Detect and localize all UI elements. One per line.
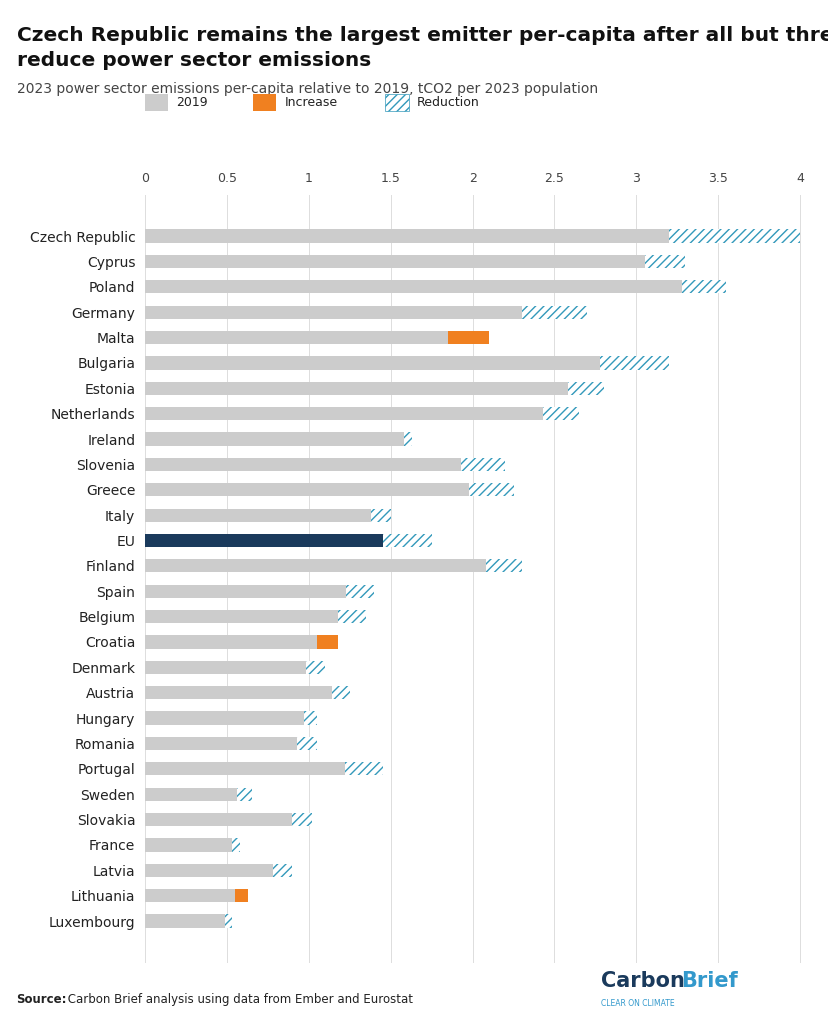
Text: Brief: Brief <box>681 971 737 991</box>
Bar <box>469 483 513 497</box>
Bar <box>237 787 251 801</box>
Bar <box>145 382 603 395</box>
Bar <box>681 281 725 294</box>
Bar <box>542 408 578 420</box>
Bar <box>292 813 311 826</box>
Bar <box>145 813 311 826</box>
Bar <box>403 432 412 445</box>
Bar <box>331 686 349 699</box>
Bar <box>306 660 325 674</box>
Bar <box>567 382 603 395</box>
Bar <box>371 509 390 522</box>
Bar <box>542 408 578 420</box>
Bar <box>344 762 382 775</box>
Bar <box>145 686 349 699</box>
Bar <box>599 356 668 370</box>
Bar <box>145 559 521 572</box>
Bar <box>145 737 316 750</box>
Bar <box>145 255 685 268</box>
Bar <box>460 458 505 471</box>
Bar <box>272 863 292 877</box>
Bar <box>338 610 366 624</box>
Bar <box>145 787 251 801</box>
Bar <box>306 660 325 674</box>
Bar <box>225 914 232 928</box>
Bar <box>145 889 235 902</box>
Text: Reduction: Reduction <box>416 96 479 109</box>
Bar <box>382 534 431 547</box>
Bar <box>521 305 586 318</box>
Bar <box>145 305 586 318</box>
Bar <box>297 737 316 750</box>
Bar <box>235 889 248 902</box>
Bar <box>643 255 685 268</box>
Text: Czech Republic remains the largest emitter per-capita after all but three countr: Czech Republic remains the largest emitt… <box>17 26 828 45</box>
Bar <box>382 534 431 547</box>
Bar <box>304 712 316 725</box>
Bar <box>145 458 505 471</box>
Bar <box>145 839 240 852</box>
Bar <box>145 356 668 370</box>
Bar <box>599 356 668 370</box>
Bar <box>567 382 603 395</box>
Bar <box>668 229 799 243</box>
Bar <box>460 458 505 471</box>
Bar <box>447 331 489 344</box>
Bar <box>225 914 232 928</box>
Bar <box>292 813 311 826</box>
Bar <box>232 839 240 852</box>
Bar <box>272 863 292 877</box>
Bar <box>145 660 325 674</box>
Bar <box>681 281 725 294</box>
Bar <box>237 787 251 801</box>
Bar <box>469 483 513 497</box>
Bar <box>371 509 390 522</box>
Text: CLEAR ON CLIMATE: CLEAR ON CLIMATE <box>600 998 674 1008</box>
Bar <box>344 762 382 775</box>
Text: 2023 power sector emissions per-capita relative to 2019, tCO2 per 2023 populatio: 2023 power sector emissions per-capita r… <box>17 82 597 96</box>
Bar <box>346 585 374 598</box>
Bar <box>521 305 586 318</box>
Bar <box>145 610 366 624</box>
Bar <box>145 635 316 648</box>
Bar <box>145 509 390 522</box>
Bar <box>668 229 799 243</box>
Bar <box>485 559 521 572</box>
Bar <box>145 712 316 725</box>
Text: Carbon: Carbon <box>600 971 684 991</box>
Bar <box>145 229 799 243</box>
Bar <box>316 635 338 648</box>
Bar <box>145 408 578 420</box>
Bar <box>145 863 292 877</box>
Text: Carbon Brief analysis using data from Ember and Eurostat: Carbon Brief analysis using data from Em… <box>64 992 412 1006</box>
Bar <box>403 432 412 445</box>
Bar <box>145 585 374 598</box>
Bar <box>145 483 513 497</box>
Text: Source:: Source: <box>17 992 67 1006</box>
Bar <box>338 610 366 624</box>
Bar <box>485 559 521 572</box>
Text: Increase: Increase <box>284 96 337 109</box>
Bar <box>145 281 725 294</box>
Text: reduce power sector emissions: reduce power sector emissions <box>17 51 370 71</box>
Bar <box>145 331 447 344</box>
Bar <box>145 534 431 547</box>
Bar <box>304 712 316 725</box>
Bar <box>643 255 685 268</box>
Bar <box>145 914 232 928</box>
Bar <box>331 686 349 699</box>
Bar <box>346 585 374 598</box>
Bar <box>145 762 382 775</box>
Bar <box>297 737 316 750</box>
Bar <box>232 839 240 852</box>
Text: 2019: 2019 <box>176 96 208 109</box>
Bar <box>145 432 412 445</box>
